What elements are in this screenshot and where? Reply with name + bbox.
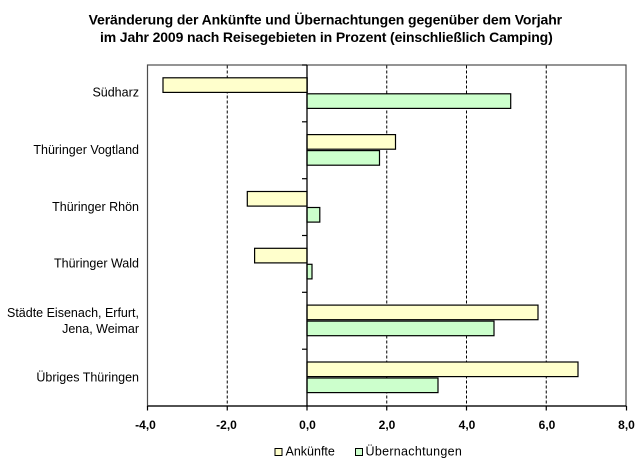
svg-text:Übernachtungen: Übernachtungen — [366, 445, 463, 459]
svg-text:Thüringer Rhön: Thüringer Rhön — [52, 200, 139, 214]
svg-text:Ankünfte: Ankünfte — [286, 445, 335, 459]
svg-text:im Jahr 2009 nach Reisegebiete: im Jahr 2009 nach Reisegebieten in Proze… — [100, 29, 553, 45]
svg-text:Südharz: Südharz — [92, 86, 139, 100]
svg-text:Jena, Weimar: Jena, Weimar — [62, 322, 139, 336]
svg-text:0,0: 0,0 — [299, 418, 316, 432]
svg-text:Thüringer Vogtland: Thüringer Vogtland — [33, 143, 139, 157]
svg-text:Thüringer Wald: Thüringer Wald — [54, 257, 139, 271]
svg-text:4,0: 4,0 — [459, 418, 476, 432]
svg-text:-4,0: -4,0 — [135, 418, 156, 432]
svg-text:-2,0: -2,0 — [216, 418, 237, 432]
svg-text:Städte Eisenach, Erfurt,: Städte Eisenach, Erfurt, — [7, 306, 139, 320]
svg-text:2,0: 2,0 — [379, 418, 396, 432]
svg-text:8,0: 8,0 — [618, 418, 635, 432]
svg-text:6,0: 6,0 — [539, 418, 556, 432]
svg-text:Veränderung der Ankünfte und Ü: Veränderung der Ankünfte und Übernachtun… — [89, 12, 563, 28]
svg-text:Übriges Thüringen: Übriges Thüringen — [36, 370, 139, 384]
